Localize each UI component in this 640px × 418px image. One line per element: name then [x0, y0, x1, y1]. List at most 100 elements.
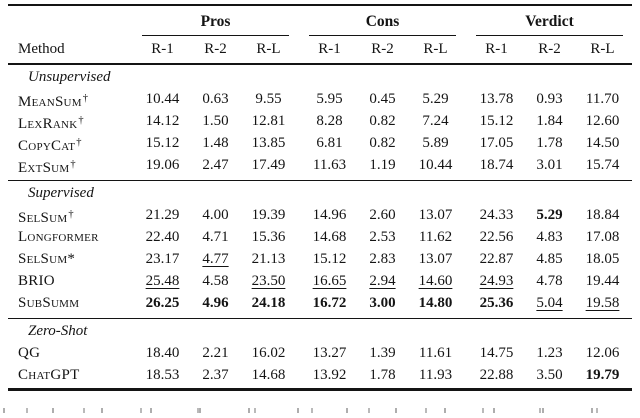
cell-cons-r1: 14.96 — [312, 207, 347, 223]
dagger-mark: † — [70, 159, 76, 170]
cell-verdict-rl: 11.70 — [585, 91, 620, 107]
method-name: SubSumm — [18, 295, 80, 311]
method-cell: QG — [8, 342, 136, 364]
group-gap — [462, 270, 470, 292]
method-name: BRIO — [18, 273, 55, 289]
cell-cons-r1: 8.28 — [316, 113, 343, 129]
group-gap — [295, 292, 303, 314]
cell-verdict-rl: 19.79 — [585, 367, 620, 383]
cell-cons-rl: 13.07 — [418, 207, 453, 223]
cell-cons-r2: 2.83 — [369, 251, 396, 267]
cell-verdict-r2: 5.29 — [536, 207, 563, 223]
cell-pros-rl: 13.85 — [251, 135, 286, 151]
cell-pros-r2: 4.71 — [202, 229, 229, 245]
cell-pros-r1: 26.25 — [145, 295, 180, 311]
dagger-mark: † — [78, 115, 84, 126]
method-cell: CopyCat† — [8, 132, 136, 157]
cell-verdict-rl: 19.58 — [585, 295, 620, 311]
table-row: Longformer 22.40 4.71 15.36 14.68 2.53 11.62 22… — [8, 226, 632, 248]
cell-pros-rl: 23.50 — [251, 273, 286, 289]
cell-cons-r1: 14.68 — [312, 229, 347, 245]
column-header-row: Method R-1 R-2 R-L R-1 R-2 R-L R-1 R-2 R-L — [8, 36, 632, 65]
group-gap — [295, 226, 303, 248]
cell-verdict-r2: 4.83 — [536, 229, 563, 245]
group-gap — [295, 154, 303, 179]
group-gap — [295, 36, 303, 63]
cell-cons-rl: 11.93 — [418, 367, 453, 383]
cell-verdict-r1: 24.33 — [479, 207, 514, 223]
cell-verdict-r2: 0.93 — [536, 91, 563, 107]
cell-cons-r2: 1.39 — [369, 345, 396, 361]
group-gap — [462, 342, 470, 364]
method-cell: ChatGPT — [8, 364, 136, 386]
cell-cons-r1: 16.65 — [312, 273, 347, 289]
cell-verdict-rl: 19.44 — [585, 273, 620, 289]
cell-pros-r2: 4.96 — [202, 295, 229, 311]
cell-pros-r2: 2.37 — [202, 367, 229, 383]
cell-pros-r1: 18.40 — [145, 345, 180, 361]
column-header-verdict-r-l: R-L — [590, 41, 615, 57]
table-row: MeanSum† 10.44 0.63 9.55 5.95 0.45 5.29 13.78 0.… — [8, 88, 632, 110]
cell-pros-r2: 2.21 — [202, 345, 229, 361]
cell-pros-r2: 4.00 — [202, 207, 229, 223]
table-section-supervised: Supervised SelSum† 21.29 4.00 19.39 14.96 2.60… — [8, 180, 632, 314]
cell-pros-rl: 12.81 — [251, 113, 286, 129]
cell-cons-r2: 3.00 — [369, 295, 396, 311]
method-cell: MeanSum† — [8, 88, 136, 113]
group-gap — [295, 248, 303, 270]
table-section-unsupervised: Unsupervised MeanSum† 10.44 0.63 9.55 5.95 0.4… — [8, 66, 632, 176]
table-row: SelSum† 21.29 4.00 19.39 14.96 2.60 13.07 24.33… — [8, 204, 632, 226]
dagger-mark: † — [68, 209, 74, 220]
group-gap — [462, 292, 470, 314]
cell-cons-r1: 13.27 — [312, 345, 347, 361]
table-header: Pros Cons Verdict Method R-1 R-2 R-L R-1 R-2 R-… — [8, 6, 632, 65]
method-cell: SelSum* — [8, 248, 136, 270]
cell-verdict-r1: 25.36 — [479, 295, 514, 311]
dagger-mark: † — [76, 137, 82, 148]
cell-cons-r2: 0.45 — [369, 91, 396, 107]
cell-pros-r1: 19.06 — [145, 157, 180, 173]
column-header-cons-r-l: R-L — [423, 41, 448, 57]
group-header-verdict: Verdict — [476, 11, 623, 36]
method-cell: SelSum† — [8, 204, 136, 229]
cell-pros-r2: 4.58 — [202, 273, 229, 289]
cell-cons-r1: 16.72 — [312, 295, 347, 311]
cell-pros-rl: 19.39 — [251, 207, 286, 223]
method-name: SelSum — [18, 251, 68, 267]
cell-pros-rl: 21.13 — [251, 251, 286, 267]
cell-verdict-rl: 18.05 — [585, 251, 620, 267]
table-row: QG 18.40 2.21 16.02 13.27 1.39 11.61 14.75 1.23 1… — [8, 342, 632, 364]
table-row: CopyCat† 15.12 1.48 13.85 6.81 0.82 5.89 17.05 1… — [8, 132, 632, 154]
method-cell: BRIO — [8, 270, 136, 292]
cell-pros-rl: 17.49 — [251, 157, 286, 173]
cell-verdict-r1: 14.75 — [479, 345, 514, 361]
cell-verdict-r1: 15.12 — [479, 113, 514, 129]
cell-cons-r2: 2.53 — [369, 229, 396, 245]
group-gap — [462, 154, 470, 179]
cell-cons-rl: 7.24 — [422, 113, 449, 129]
cell-pros-r2: 0.63 — [202, 91, 229, 107]
method-name: SelSum — [18, 210, 68, 226]
table-section-zero-shot: Zero-Shot QG 18.40 2.21 16.02 13.27 1.39 11.61 1… — [8, 318, 632, 386]
group-header-pros: Pros — [142, 11, 289, 36]
table-row: SubSumm 26.25 4.96 24.18 16.72 3.00 14.80 25.36… — [8, 292, 632, 314]
dagger-mark: † — [82, 93, 89, 104]
cell-cons-rl: 5.89 — [422, 135, 449, 151]
method-name: Longformer — [18, 229, 99, 245]
group-header-cons: Cons — [309, 11, 456, 36]
cell-verdict-r1: 18.74 — [479, 157, 514, 173]
column-header-pros-r-1: R-1 — [151, 41, 174, 57]
method-column-header: Method — [18, 41, 65, 57]
clipped-caption-fragment — [3, 408, 634, 413]
cell-verdict-r2: 4.78 — [536, 273, 563, 289]
group-gap — [295, 364, 303, 386]
column-header-verdict-r-1: R-1 — [485, 41, 508, 57]
cell-verdict-rl: 12.06 — [585, 345, 620, 361]
cell-verdict-r2: 1.84 — [536, 113, 563, 129]
section-label: Supervised — [28, 185, 94, 201]
cell-pros-r1: 10.44 — [145, 91, 180, 107]
cell-verdict-rl: 18.84 — [585, 207, 620, 223]
section-label: Unsupervised — [28, 69, 111, 85]
cell-cons-r1: 15.12 — [312, 251, 347, 267]
column-header-pros-r-l: R-L — [256, 41, 281, 57]
